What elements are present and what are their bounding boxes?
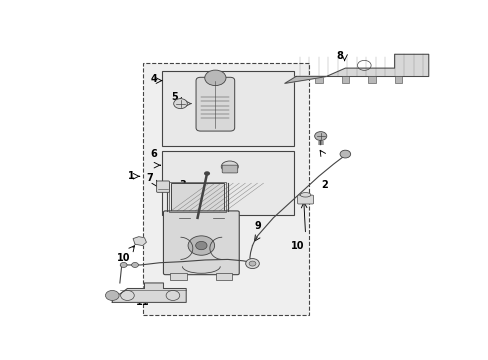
Text: 10: 10 <box>117 253 130 263</box>
Circle shape <box>203 171 210 176</box>
Polygon shape <box>296 54 428 76</box>
Circle shape <box>204 70 225 86</box>
Text: 7: 7 <box>146 173 153 183</box>
Bar <box>215 273 232 280</box>
Bar <box>367 76 375 84</box>
Circle shape <box>245 258 259 269</box>
FancyBboxPatch shape <box>156 181 169 192</box>
Text: 2: 2 <box>321 180 327 190</box>
Bar <box>161 71 294 146</box>
Polygon shape <box>112 283 186 302</box>
Text: 6: 6 <box>150 149 157 159</box>
Circle shape <box>105 291 119 301</box>
Text: 8: 8 <box>336 51 343 61</box>
Bar <box>394 76 401 84</box>
Text: 9: 9 <box>254 221 261 231</box>
FancyBboxPatch shape <box>297 195 313 204</box>
FancyBboxPatch shape <box>222 165 237 173</box>
Ellipse shape <box>221 161 238 172</box>
Circle shape <box>195 242 206 250</box>
Text: 3: 3 <box>179 180 185 190</box>
Text: 1: 1 <box>127 171 134 181</box>
Circle shape <box>314 132 326 140</box>
Bar <box>142 63 309 315</box>
FancyBboxPatch shape <box>196 77 234 131</box>
Polygon shape <box>133 237 146 246</box>
Circle shape <box>248 261 255 266</box>
Text: 11: 11 <box>136 297 149 307</box>
Ellipse shape <box>300 193 310 197</box>
Circle shape <box>188 236 214 255</box>
Bar <box>171 183 224 211</box>
Bar <box>161 151 294 215</box>
Circle shape <box>120 262 127 267</box>
Circle shape <box>339 150 350 158</box>
Text: 5: 5 <box>171 92 178 102</box>
Text: 4: 4 <box>150 74 157 84</box>
Bar <box>170 273 186 280</box>
FancyBboxPatch shape <box>163 211 239 275</box>
Bar <box>341 76 348 84</box>
Circle shape <box>173 99 187 109</box>
Bar <box>168 182 226 212</box>
Polygon shape <box>284 76 326 84</box>
Text: 10: 10 <box>291 240 304 251</box>
Bar <box>314 76 322 84</box>
Circle shape <box>131 262 138 267</box>
